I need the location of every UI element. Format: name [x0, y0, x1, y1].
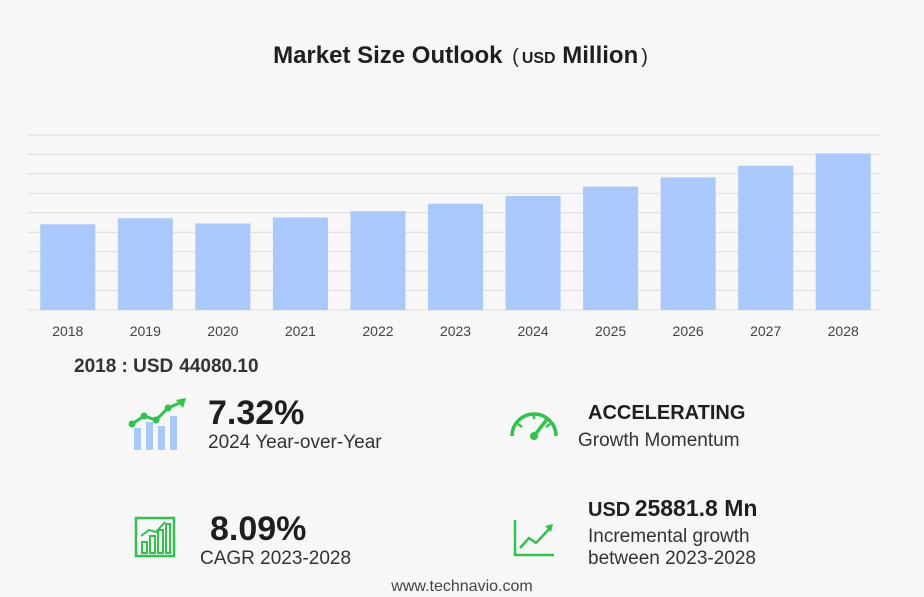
speedometer-icon [510, 412, 558, 440]
bar-2019 [117, 218, 173, 310]
x-tick-label: 2022 [362, 323, 393, 339]
bar-2025 [583, 186, 639, 310]
x-tick-label: 2021 [285, 323, 316, 339]
x-tick-label: 2023 [440, 323, 471, 339]
momentum-label: Growth Momentum [578, 430, 740, 451]
bar-chart: 2018 2019 2020 2021 2022 2023 2024 2025 2026 2027… [28, 134, 881, 339]
yoy-stat: 7.32% 2024 Year-over-Year [208, 394, 382, 454]
bar-2020 [195, 223, 251, 310]
bar-2028 [815, 153, 871, 310]
x-tick-label: 2025 [595, 323, 626, 339]
yoy-label: 2024 Year-over-Year [208, 432, 382, 453]
footer-url: www.technavio.com [391, 578, 533, 595]
chart-title: Market Size Outlook (USD Million) [273, 42, 648, 69]
bar-2024 [505, 196, 561, 310]
bar-2018 [40, 224, 96, 310]
x-tick-label: 2024 [517, 323, 548, 339]
bar-2026 [660, 177, 716, 310]
bar-2027 [738, 165, 794, 310]
incremental-value: 25881.8 Mn [634, 495, 758, 521]
x-tick-label: 2027 [750, 323, 781, 339]
x-tick-label: 2020 [207, 323, 238, 339]
bar-2022 [350, 211, 406, 310]
base-year-value: 2018 : USD 44080.10 [74, 356, 259, 377]
incremental-prefix: USD [588, 499, 631, 521]
incremental-label-2: between 2023-2028 [588, 548, 756, 569]
bar-2023 [428, 203, 483, 310]
momentum-value: ACCELERATING [588, 402, 746, 424]
bar-2021 [272, 217, 328, 310]
incremental-stat: USD 25881.8 Mn Incremental growth betwee… [588, 495, 757, 570]
cagr-value: 8.09% [210, 510, 307, 548]
growth-chart-icon [128, 398, 186, 450]
cagr-label: CAGR 2023-2028 [200, 548, 352, 569]
x-tick-label: 2019 [130, 323, 161, 339]
trend-line-icon [513, 520, 554, 557]
incremental-label-1: Incremental growth [588, 526, 750, 547]
bar-chart-icon [134, 516, 176, 558]
x-tick-label: 2018 [52, 323, 83, 339]
momentum-stat: ACCELERATING Growth Momentum [578, 402, 745, 452]
x-tick-label: 2026 [673, 323, 704, 339]
x-tick-label: 2028 [828, 323, 859, 339]
cagr-stat: 8.09% CAGR 2023-2028 [200, 510, 351, 570]
yoy-value: 7.32% [208, 394, 305, 432]
